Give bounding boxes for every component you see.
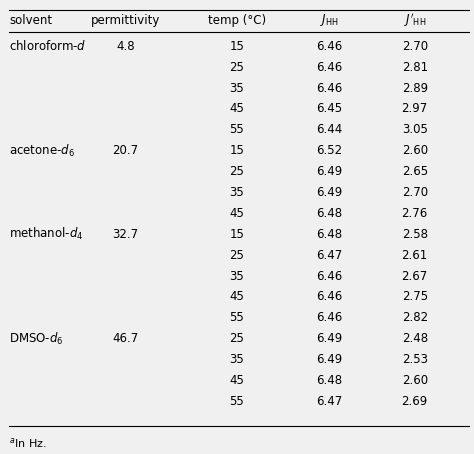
Text: 2.82: 2.82 bbox=[401, 311, 428, 324]
Text: 6.49: 6.49 bbox=[316, 186, 343, 199]
Text: 25: 25 bbox=[229, 61, 245, 74]
Text: 55: 55 bbox=[229, 311, 245, 324]
Text: 6.46: 6.46 bbox=[316, 270, 343, 282]
Text: 6.46: 6.46 bbox=[316, 61, 343, 74]
Text: 45: 45 bbox=[229, 207, 245, 220]
Text: 2.53: 2.53 bbox=[402, 353, 428, 366]
Text: 35: 35 bbox=[229, 353, 245, 366]
Text: 2.81: 2.81 bbox=[401, 61, 428, 74]
Text: DMSO-$\mathit{d}_6$: DMSO-$\mathit{d}_6$ bbox=[9, 331, 64, 347]
Text: solvent: solvent bbox=[9, 14, 53, 27]
Text: 45: 45 bbox=[229, 374, 245, 387]
Text: 35: 35 bbox=[229, 270, 245, 282]
Text: 55: 55 bbox=[229, 123, 245, 136]
Text: 6.48: 6.48 bbox=[316, 207, 343, 220]
Text: 15: 15 bbox=[229, 228, 245, 241]
Text: 6.47: 6.47 bbox=[316, 249, 343, 262]
Text: 4.8: 4.8 bbox=[116, 40, 135, 53]
Text: 6.45: 6.45 bbox=[316, 103, 343, 115]
Text: 45: 45 bbox=[229, 291, 245, 303]
Text: $\mathit{J}_\mathregular{HH}$: $\mathit{J}_\mathregular{HH}$ bbox=[320, 12, 339, 29]
Text: 6.49: 6.49 bbox=[316, 353, 343, 366]
Text: methanol-$\mathit{d}_4$: methanol-$\mathit{d}_4$ bbox=[9, 226, 84, 242]
Text: 2.97: 2.97 bbox=[401, 103, 428, 115]
Text: 6.49: 6.49 bbox=[316, 332, 343, 345]
Text: 2.76: 2.76 bbox=[401, 207, 428, 220]
Text: 35: 35 bbox=[229, 186, 245, 199]
Text: 2.48: 2.48 bbox=[401, 332, 428, 345]
Text: 6.48: 6.48 bbox=[316, 228, 343, 241]
Text: temp (°C): temp (°C) bbox=[208, 14, 266, 27]
Text: chloroform-$\mathit{d}$: chloroform-$\mathit{d}$ bbox=[9, 39, 87, 53]
Text: 2.75: 2.75 bbox=[401, 291, 428, 303]
Text: 2.89: 2.89 bbox=[401, 82, 428, 94]
Text: 32.7: 32.7 bbox=[112, 228, 139, 241]
Text: 2.65: 2.65 bbox=[401, 165, 428, 178]
Text: 6.46: 6.46 bbox=[316, 311, 343, 324]
Text: 20.7: 20.7 bbox=[112, 144, 139, 157]
Text: 6.46: 6.46 bbox=[316, 40, 343, 53]
Text: 6.48: 6.48 bbox=[316, 374, 343, 387]
Text: 6.46: 6.46 bbox=[316, 82, 343, 94]
Text: 25: 25 bbox=[229, 249, 245, 262]
Text: 2.70: 2.70 bbox=[401, 40, 428, 53]
Text: 15: 15 bbox=[229, 144, 245, 157]
Text: 15: 15 bbox=[229, 40, 245, 53]
Text: permittivity: permittivity bbox=[91, 14, 160, 27]
Text: 2.60: 2.60 bbox=[401, 374, 428, 387]
Text: 6.49: 6.49 bbox=[316, 165, 343, 178]
Text: 35: 35 bbox=[229, 82, 245, 94]
Text: 2.60: 2.60 bbox=[401, 144, 428, 157]
Text: 6.52: 6.52 bbox=[316, 144, 343, 157]
Text: 25: 25 bbox=[229, 165, 245, 178]
Text: 46.7: 46.7 bbox=[112, 332, 139, 345]
Text: 2.61: 2.61 bbox=[401, 249, 428, 262]
Text: 2.58: 2.58 bbox=[402, 228, 428, 241]
Text: 2.67: 2.67 bbox=[401, 270, 428, 282]
Text: 2.69: 2.69 bbox=[401, 395, 428, 408]
Text: 3.05: 3.05 bbox=[402, 123, 428, 136]
Text: 55: 55 bbox=[229, 395, 245, 408]
Text: 25: 25 bbox=[229, 332, 245, 345]
Text: 6.44: 6.44 bbox=[316, 123, 343, 136]
Text: 6.46: 6.46 bbox=[316, 291, 343, 303]
Text: 6.47: 6.47 bbox=[316, 395, 343, 408]
Text: $^a$In Hz.: $^a$In Hz. bbox=[9, 436, 47, 449]
Text: acetone-$\mathit{d}_6$: acetone-$\mathit{d}_6$ bbox=[9, 143, 75, 159]
Text: 2.70: 2.70 bbox=[401, 186, 428, 199]
Text: $\mathit{J}'_\mathregular{HH}$: $\mathit{J}'_\mathregular{HH}$ bbox=[403, 12, 426, 29]
Text: 45: 45 bbox=[229, 103, 245, 115]
